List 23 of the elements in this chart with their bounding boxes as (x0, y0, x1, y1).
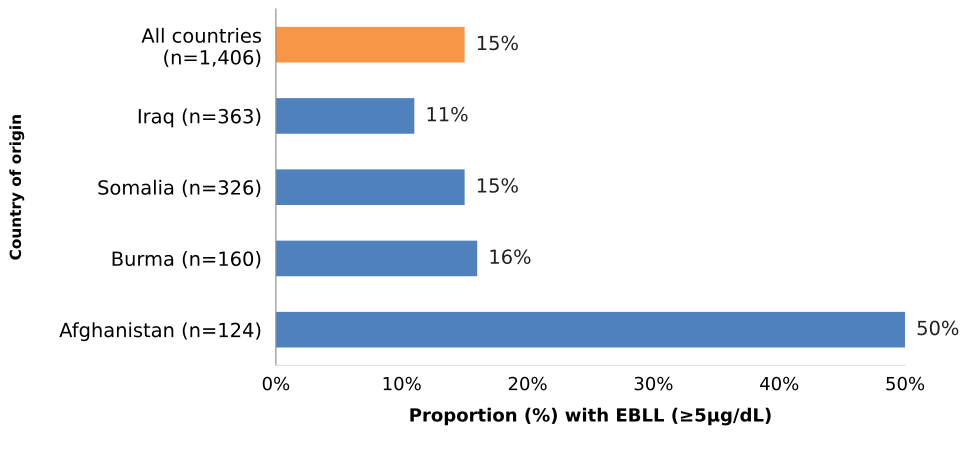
bar (276, 98, 414, 134)
y-tick-label: Somalia (n=326) (98, 180, 260, 198)
data-label: 15% (478, 178, 518, 193)
bar (276, 312, 906, 348)
x-tick-label: 20% (508, 376, 547, 390)
x-tick-label: 50% (886, 376, 924, 390)
x-tick-label: 10% (384, 376, 421, 390)
bar (276, 240, 478, 276)
x-axis-title: Proportion (%) with EBLL (≥5µg/dL) (410, 408, 771, 426)
data-label: 15% (478, 36, 518, 50)
x-tick-label: 30% (634, 376, 672, 390)
data-label: 50% (918, 320, 958, 336)
data-label: 11% (428, 106, 468, 122)
y-axis-title: Country of origin (9, 115, 24, 260)
y-tick-label: Burma (n=160) (112, 251, 260, 268)
x-tick-label: 40% (760, 376, 798, 390)
x-tick-label: 0% (262, 376, 290, 390)
y-tick-label: Iraq (n=363) (138, 108, 260, 128)
data-label: 16% (490, 249, 530, 264)
y-tick-label: All countries (n=1,406) (142, 28, 262, 67)
y-tick-label: Afghanistan (n=124) (59, 322, 260, 342)
bar (276, 169, 465, 205)
bar (276, 26, 465, 62)
